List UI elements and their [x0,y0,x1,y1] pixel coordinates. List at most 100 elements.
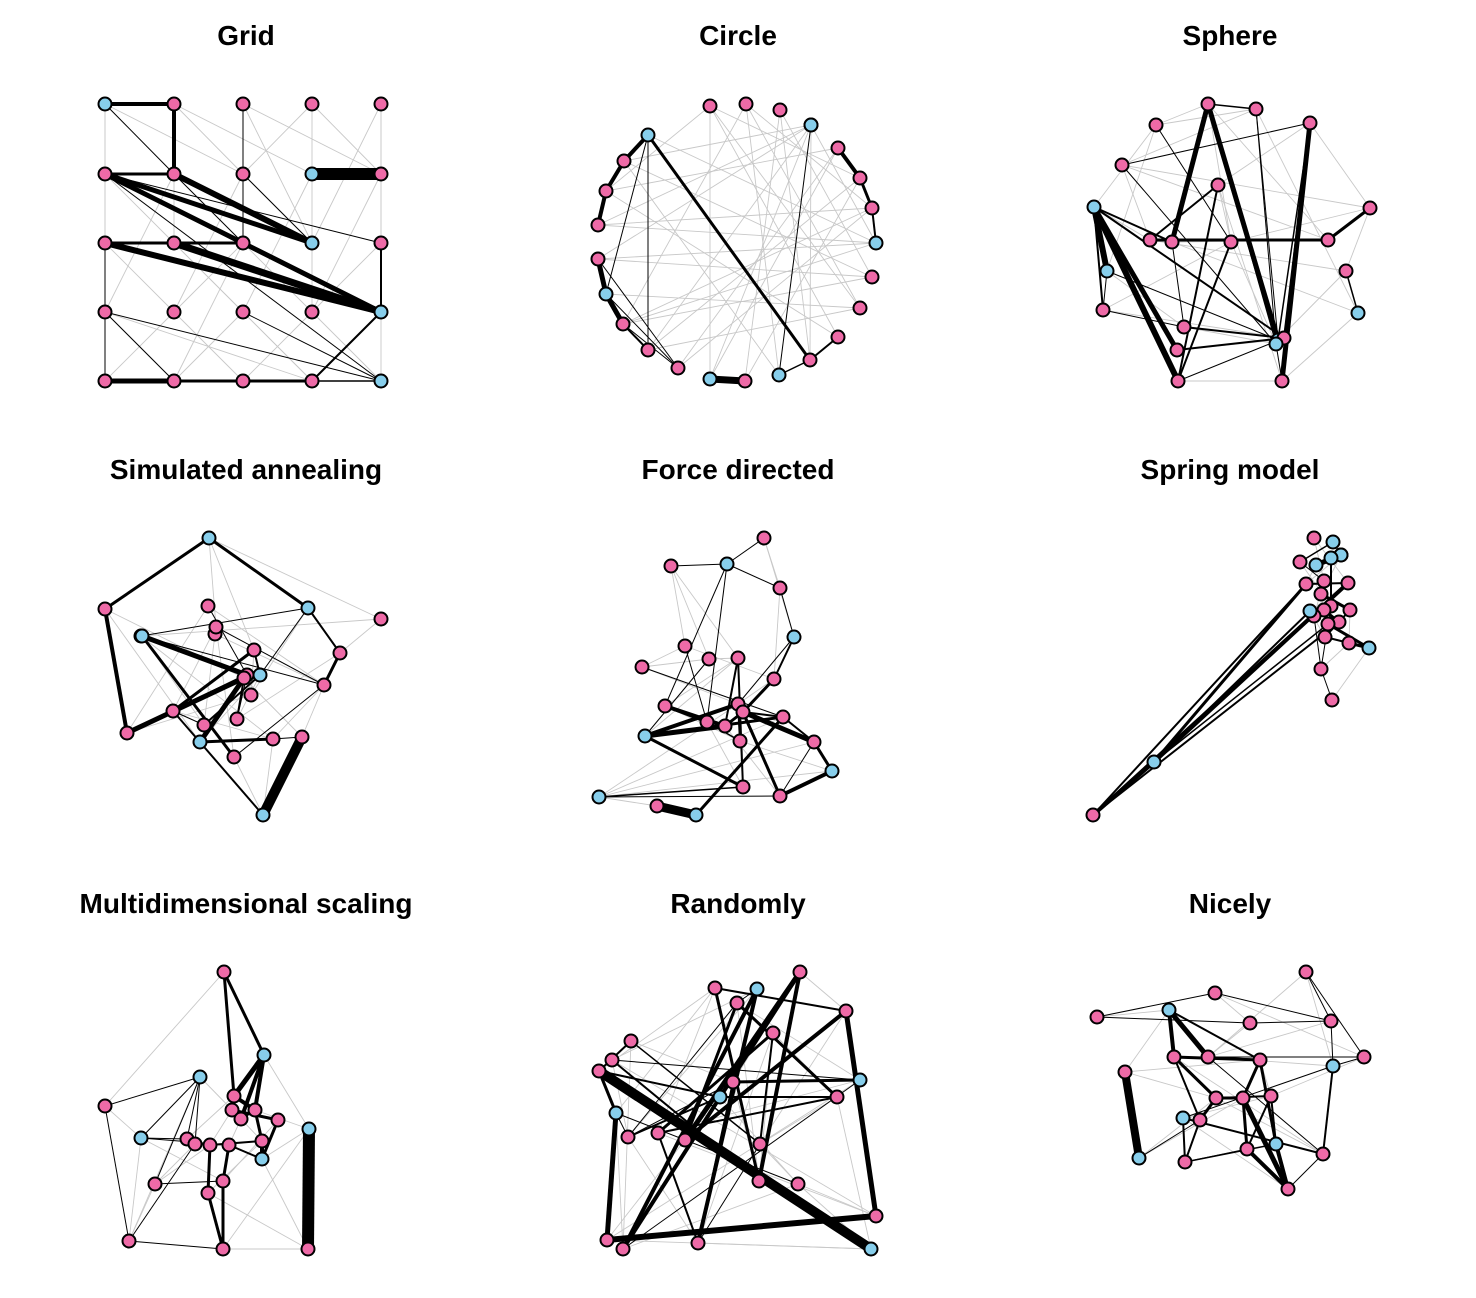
strong-edge [1092,621,1340,816]
weak-edge [745,103,861,309]
weak-edge [1214,992,1365,1058]
strong-edge [724,657,739,727]
weak-edge [1182,1117,1289,1190]
blue-node [373,373,389,389]
weak-edge [242,103,313,175]
pink-node [166,373,182,389]
weak-edge [709,105,839,338]
pink-node [806,734,822,750]
strong-edge [1171,241,1185,328]
strong-edge [696,988,759,1244]
strong-edge [1168,1009,1261,1061]
weak-edge [605,190,839,338]
blue-node [1361,640,1377,656]
strong-edge [843,1010,879,1217]
strong-edge [311,311,382,382]
pink-node [1210,177,1226,193]
strong-edge [684,645,708,723]
weak-edge [622,242,877,325]
panel-title: Circle [699,20,777,51]
blue-node [1268,1136,1284,1152]
pink-node [790,1176,806,1192]
strong-edge [759,1032,774,1145]
weak-edge [647,307,861,351]
weak-edge [1138,1097,1244,1159]
strong-edge [615,1112,799,1185]
blue-node [1161,1002,1177,1018]
strong-edge [1121,122,1311,166]
force-directed-network-graph [591,530,840,823]
strong-edge [670,563,728,567]
weak-edge [261,1158,309,1250]
strong-edge [1121,1071,1143,1159]
simulated-annealing-network-graph [97,530,389,823]
pink-node [766,671,782,687]
pink-node [166,96,182,112]
blue-node [803,117,819,133]
pink-node [215,1241,231,1257]
blue-node [192,734,208,750]
multidimensional-scaling-network-graph [97,964,317,1257]
pink-node [221,1137,237,1153]
weak-edge [1124,1059,1261,1073]
pink-node [838,1003,854,1019]
pink-node [1095,302,1111,318]
pink-node [235,373,251,389]
pink-node [202,1137,218,1153]
pink-node [1317,629,1333,645]
strong-edge [104,1105,130,1242]
nodes-group [590,96,884,389]
strong-edge [1176,337,1285,351]
blue-node [852,1072,868,1088]
weak-edge [627,988,758,1138]
pink-node [735,704,751,720]
weak-edge [1207,103,1329,241]
pink-node [119,725,135,741]
weak-edge [1124,1009,1170,1073]
weak-edge [1121,108,1257,166]
weak-edge [677,147,839,369]
pink-node [270,1112,286,1128]
pink-node [615,1241,631,1257]
sphere-network-graph [1086,96,1378,389]
weak-edge [104,311,313,382]
pink-node [732,733,748,749]
weak-edge [598,796,658,807]
pink-node [97,1098,113,1114]
strong-edge [222,971,236,1097]
blue-node [1131,1150,1147,1166]
strong-edge [1184,1143,1277,1163]
pink-node [701,651,717,667]
weak-edge [623,124,812,162]
weak-edge [242,103,313,244]
pink-node [1248,101,1264,117]
weak-edge [611,1059,877,1217]
weak-edge [128,1183,156,1242]
weak-edge [622,207,873,325]
pink-node [772,102,788,118]
pink-node [304,304,320,320]
weak-edge [759,1010,847,1145]
pink-node [1192,1112,1208,1128]
pink-node [1356,1049,1372,1065]
strong-edge [778,124,812,376]
pink-node [707,980,723,996]
weak-edge [1149,239,1347,272]
pink-node [1208,1090,1224,1106]
blue-node [771,367,787,383]
strong-edge [128,1143,196,1242]
strong-edge [172,648,255,713]
pink-node [1316,573,1332,589]
nodes-group [591,530,840,823]
weak-edge [647,134,877,244]
nodes-group [97,964,317,1257]
panel-title: Randomly [670,888,806,919]
pink-node [1200,1049,1216,1065]
strong-edge [1313,615,1322,670]
strong-edge [1091,205,1181,383]
strong-edge [1255,108,1279,341]
weak-edge [1309,122,1371,209]
pink-node [1177,1154,1193,1170]
weak-edge [301,684,325,738]
panel-title: Spring model [1140,454,1320,485]
